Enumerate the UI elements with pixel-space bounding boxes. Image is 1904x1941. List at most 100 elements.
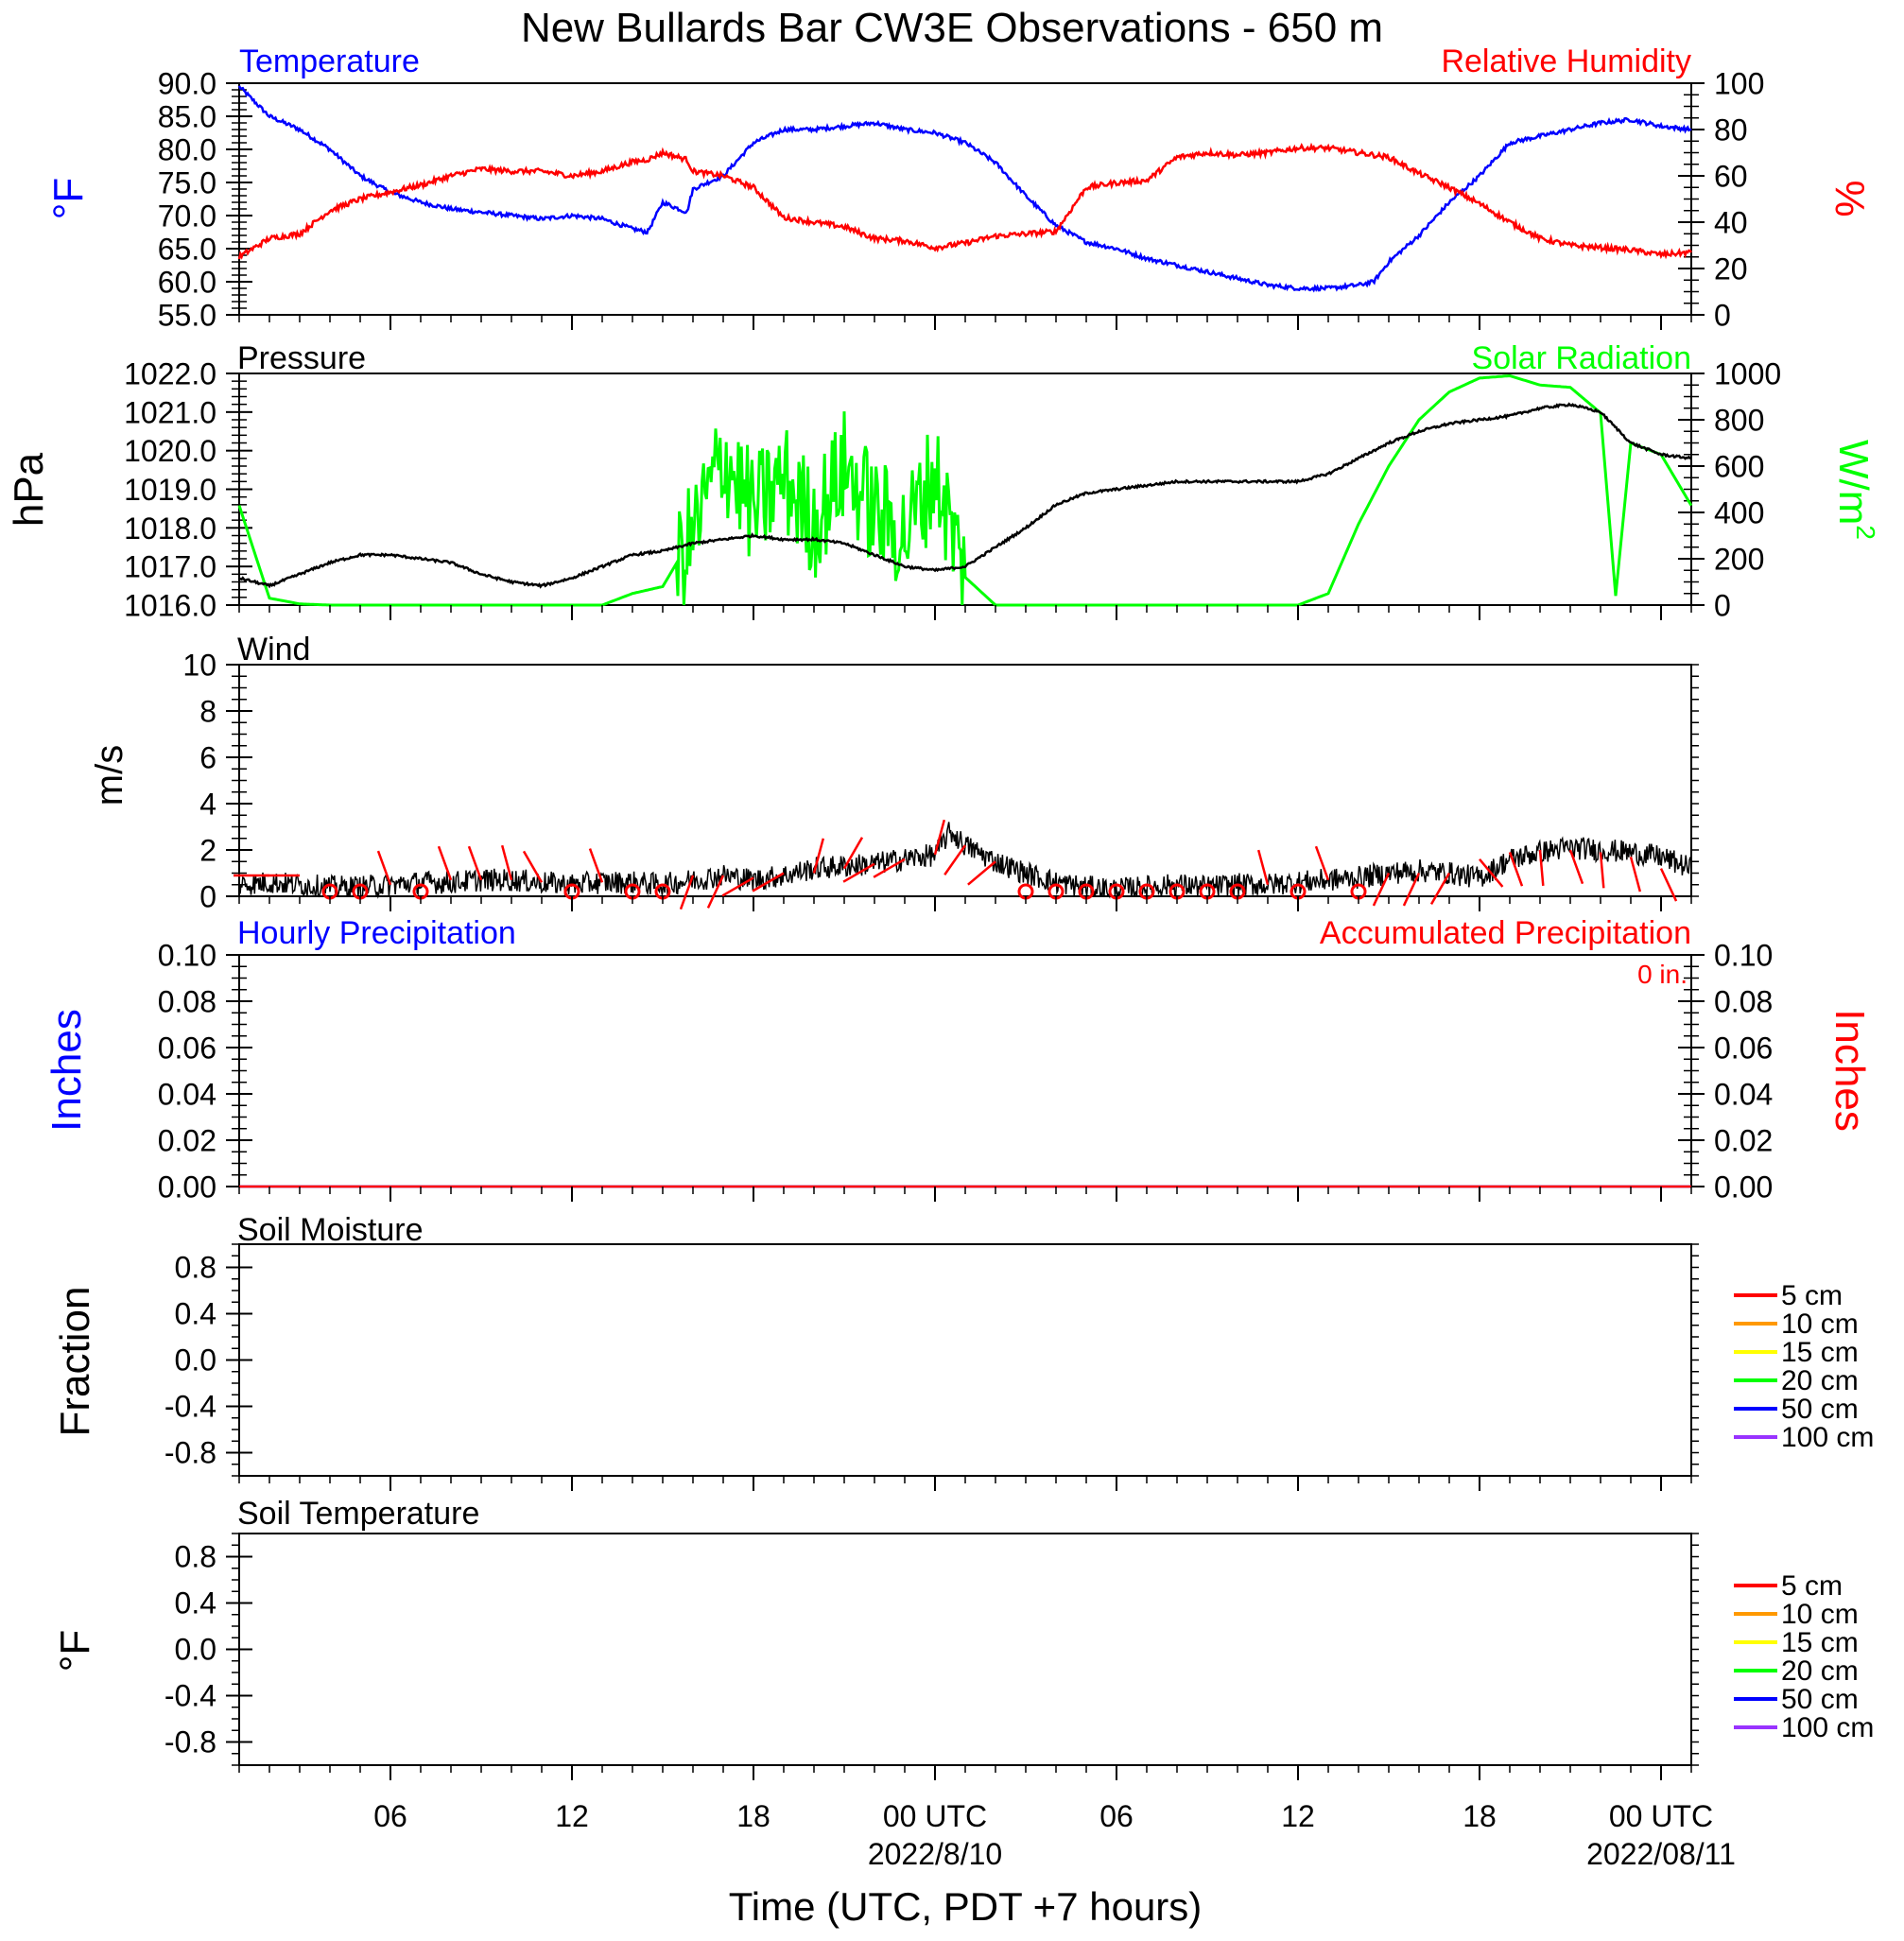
panel-precip: Hourly Precipitation Accumulated Precipi… [43, 915, 1873, 1204]
y-tick-label: 2 [199, 834, 216, 868]
pressure-yticks: 1022.0 1021.0 1020.0 1019.0 1018.0 1017.0 1016… [124, 357, 252, 623]
y-tick-label: 80 [1714, 113, 1748, 147]
y-tick-label: 1000 [1714, 357, 1781, 391]
wind-barb [376, 850, 392, 886]
solar-line [237, 373, 1693, 607]
legend-label: 15 cm [1781, 1627, 1859, 1658]
y-tick-label: 20 [1714, 252, 1748, 286]
precip-left-yticks: 0.10 0.08 0.06 0.04 0.02 0.00 [158, 939, 252, 1204]
y-tick-label: 200 [1714, 543, 1764, 577]
y-tick-label: 0.10 [158, 939, 216, 973]
y-tick-label: 0.8 [175, 1540, 216, 1574]
legend-label: 100 cm [1781, 1712, 1874, 1743]
y-tick-label: 60.0 [158, 266, 216, 300]
y-tick-label: 0.08 [1714, 985, 1773, 1019]
legend-label: 50 cm [1781, 1684, 1859, 1715]
y-tick-label: 4 [199, 788, 216, 822]
y-tick-label: 800 [1714, 404, 1764, 438]
y-tick-label: 0.08 [158, 985, 216, 1019]
x-axis: 06 12 18 00 UTC 2022/8/10 06 12 18 00 UTC 2022/08… [238, 315, 1736, 1871]
wind-barb [943, 844, 967, 875]
y-tick-label: 0 [1714, 589, 1731, 623]
wind-barb [467, 845, 483, 881]
hourly-precip-title: Hourly Precipitation [237, 915, 516, 951]
y-tick-label: 0.02 [158, 1124, 216, 1158]
wind-barb [842, 837, 864, 870]
wind-barb [721, 876, 754, 897]
wind-barb [588, 848, 604, 883]
wind-barb [967, 860, 996, 886]
panel-soil-temp-frame [238, 1533, 1692, 1766]
x-tick-label: 00 UTC [1609, 1799, 1713, 1833]
wind-barb [522, 850, 544, 883]
accum-precip-title: Accumulated Precipitation [1320, 915, 1691, 951]
legend-label: 5 cm [1781, 1280, 1843, 1311]
wind-barb [437, 845, 453, 881]
y-tick-label: 0.06 [158, 1031, 216, 1066]
pressure-title: Pressure [237, 340, 366, 376]
soil-temp-yticks: 0.8 0.4 0.0 -0.4 -0.8 [164, 1533, 1699, 1766]
wind-barb [1256, 849, 1270, 886]
legend-label: 5 cm [1781, 1570, 1843, 1602]
precip-left-unit: Inches [43, 1009, 90, 1132]
y-tick-label: 1016.0 [124, 589, 216, 623]
rh-yticks: 100 80 60 40 20 0 [1678, 67, 1764, 333]
y-tick-label: 0.04 [158, 1078, 216, 1112]
y-tick-label: 1021.0 [124, 395, 216, 429]
wind-yticks: 10 8 6 4 2 0 [182, 649, 1699, 914]
y-tick-label: 0.06 [1714, 1031, 1773, 1066]
x-tick-label: 18 [736, 1799, 770, 1833]
wind-barb [1568, 849, 1584, 885]
y-tick-label: 40 [1714, 206, 1748, 240]
x-tick-date-label: 2022/08/11 [1586, 1837, 1736, 1871]
y-tick-label: 400 [1714, 496, 1764, 530]
wind-title: Wind [237, 632, 310, 667]
y-tick-label: 0 [1714, 299, 1731, 333]
soil-moisture-title: Soil Moisture [237, 1212, 424, 1248]
temp-yticks: 90.085.080.075.070.065.060.055.0 [158, 67, 252, 333]
y-tick-label: 75.0 [158, 166, 216, 200]
y-tick-label: 0 [199, 880, 216, 914]
y-tick-label: 0.0 [175, 1343, 216, 1378]
wind-barb [873, 858, 906, 878]
panel-wind: Wind m/s 10 8 6 4 2 0 [89, 632, 1699, 914]
y-tick-label: 6 [199, 741, 216, 775]
wind-barb [1314, 845, 1330, 881]
y-tick-label: -0.8 [164, 1436, 216, 1470]
precip-right-yticks: 0.10 0.08 0.06 0.04 0.02 0.00 [1678, 939, 1773, 1204]
solar-unit: W/m2 [1830, 440, 1880, 540]
wind-barb [1659, 868, 1678, 902]
wind-barb [1629, 857, 1642, 893]
soil-moisture-yticks: 0.8 0.4 0.0 -0.4 -0.8 [164, 1243, 1699, 1477]
y-tick-label: 90.0 [158, 67, 216, 101]
y-tick-label: 100 [1714, 67, 1764, 101]
y-tick-label: 0.00 [158, 1170, 216, 1204]
y-tick-label: -0.4 [164, 1390, 216, 1424]
y-tick-label: 1018.0 [124, 511, 216, 546]
pressure-unit: hPa [6, 452, 52, 527]
y-tick-label: 0.4 [175, 1586, 216, 1620]
y-tick-label: 1022.0 [124, 357, 216, 391]
wind-barb [752, 872, 785, 893]
precip-right-unit: Inches [1826, 1009, 1873, 1132]
y-tick-label: -0.4 [164, 1679, 216, 1713]
temp-unit: °F [45, 178, 92, 219]
y-tick-label: 0.0 [175, 1633, 216, 1667]
legend-label: 10 cm [1781, 1308, 1859, 1340]
wind-barb [1479, 858, 1504, 888]
panel-soil-moisture: Soil Moisture Fraction 0.8 0.4 0.0 -0.4 -0.8… [52, 1212, 1874, 1477]
legend-label: 10 cm [1781, 1599, 1859, 1630]
wind-barb [1372, 872, 1391, 907]
y-tick-label: 0.04 [1714, 1078, 1773, 1112]
y-tick-label: 0.00 [1714, 1170, 1773, 1204]
x-tick-label: 06 [1099, 1799, 1134, 1833]
chart-title: New Bullards Bar CW3E Observations - 650… [521, 5, 1383, 51]
humidity-line [237, 142, 1693, 260]
y-tick-label: 85.0 [158, 100, 216, 134]
soil-temp-title: Soil Temperature [237, 1496, 479, 1532]
wind-barb [500, 844, 513, 881]
rh-title: Relative Humidity [1441, 43, 1691, 79]
